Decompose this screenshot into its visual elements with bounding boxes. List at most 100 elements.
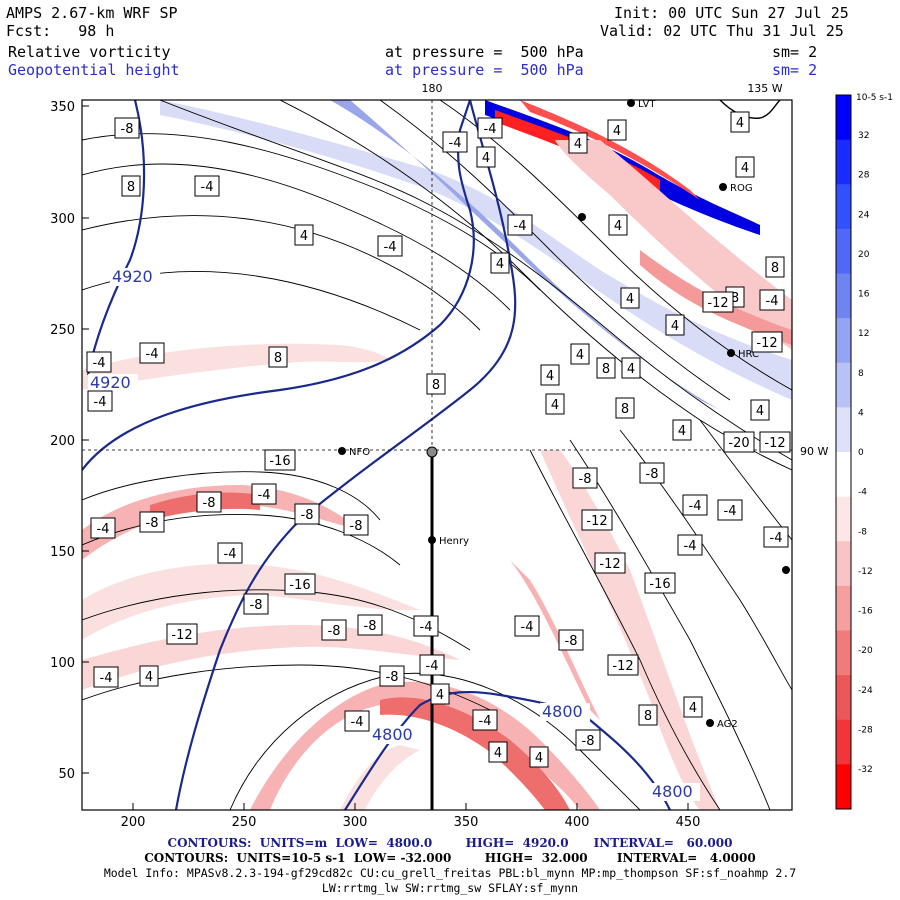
station-marker [428,536,436,544]
field1-pressure: at pressure = 500 hPa [385,43,584,61]
contour-line [379,100,731,401]
vorticity-label-box [264,449,296,471]
colorbar-segment [836,496,851,542]
vorticity-label: -16 [289,578,310,593]
height-contour-4920-a [86,100,146,376]
colorbar-segment [836,273,851,319]
negative-streak-coast-2 [520,100,700,200]
x-tick-label: 400 [565,815,590,830]
y-tick-label: 150 [50,545,75,560]
height-label-bg [650,783,700,801]
vorticity-label: -4 [449,136,462,151]
vorticity-label-box [139,342,165,364]
colorbar-tick-label: -12 [858,567,873,577]
contour-info-vorticity: CONTOURS: UNITS=10-5 s-1 LOW= -32.000 HI… [144,851,756,865]
vorticity-label-box [139,665,159,687]
height-label: 4920 [112,267,153,286]
vorticity-label-box [683,696,703,718]
colorbar-segment [836,675,851,721]
colorbar-tick-label: -24 [858,686,873,696]
vorticity-label-box [426,373,446,395]
vorticity-label: 8 [771,261,779,276]
station-label: ROG [730,183,753,194]
vorticity-label: -4 [94,395,107,410]
height-label-bg [110,268,160,286]
vorticity-label: -12 [171,628,192,643]
colorbar-tick-label: 12 [858,329,869,339]
contour-line [439,100,792,391]
vorticity-label-box [594,552,626,574]
vorticity-label: -8 [386,670,399,685]
negative-band-coast-mid [640,250,792,345]
vorticity-label-box [476,146,496,168]
contour-info-height: CONTOURS: UNITS=m LOW= 4800.0 HIGH= 4920… [167,836,733,850]
vorticity-label-box [419,654,445,676]
vorticity-label-box [294,224,314,246]
vorticity-label: 4 [689,701,697,716]
colorbar-tick-label: -20 [858,646,873,656]
x-tick-label: 250 [232,815,257,830]
station-label: AG2 [717,719,738,730]
colorbar-segment [836,318,851,364]
vorticity-label-box [540,364,560,386]
vorticity-label: 4 [614,219,622,234]
vorticity-label: -4 [479,714,492,729]
colorbar-unit-label: 10-5 s-1 [856,93,893,103]
colorbar-tick-label: -28 [858,725,873,735]
track-start-marker [426,446,438,458]
vorticity-label-box [545,393,565,415]
colorbar-segment [836,407,851,453]
vorticity-label-box [379,665,405,687]
vorticity-label: -12 [707,296,728,311]
vorticity-label: 4 [535,751,543,766]
negative-arc-bottom-inner [340,745,420,810]
model-info: Model Info: MPASv8.2.3-194-gf29cd82c CU:… [103,866,797,880]
vorticity-label: 4 [627,362,635,377]
colorbar-tick-label: 8 [858,369,864,379]
vorticity-label: 4 [741,161,749,176]
vorticity-label-box [196,491,222,513]
vorticity-label: 4 [300,229,308,244]
vorticity-label: 4 [613,124,621,139]
vorticity-label-box [558,629,584,651]
colorbar-segment [836,228,851,274]
vorticity-label-box [575,729,601,751]
vorticity-label: 4 [436,688,444,703]
colorbar-tick-label: -8 [858,527,867,537]
vorticity-label-box [251,483,277,505]
colorbar-tick-label: 28 [858,171,870,181]
vorticity-label-box [194,175,220,197]
vorticity-label: 4 [145,670,153,685]
y-tick-label: 50 [58,767,75,782]
vorticity-label-box [86,351,112,373]
vorticity-label: -8 [328,624,341,639]
height-label-bg [88,374,138,392]
station-label: HRC [738,349,759,360]
vorticity-label-box [488,741,508,763]
colorbar-tick-label: -4 [858,488,867,498]
vorticity-label: 8 [602,362,610,377]
vorticity-label: 4 [496,257,504,272]
contour-line [82,215,481,331]
vorticity-label-box [596,357,616,379]
vorticity-label: -16 [269,454,290,469]
colorbar-segment [836,362,851,408]
station-marker [782,566,790,574]
colorbar-tick-label: -32 [858,765,873,775]
vorticity-label: -8 [565,634,578,649]
vorticity-label: -8 [146,516,159,531]
vorticity-label: 4 [626,292,634,307]
vorticity-label-box [677,534,703,556]
vorticity-label: -4 [770,531,783,546]
station-label: NFO [349,447,370,458]
axis-ticks: 200 250 300 350 400 450 350 300 250 200 150 100 50 [50,100,700,830]
vorticity-label-box [717,499,743,521]
vorticity-label-box [581,509,613,531]
vorticity-label: 4 [574,137,582,152]
model-title: AMPS 2.67-km WRF SP [6,4,178,22]
vorticity-label-box [638,704,658,726]
vorticity-label: -8 [121,122,134,137]
vorticity-label: -4 [684,539,697,554]
negative-arc-middle [82,563,420,640]
vorticity-label-box [735,156,755,178]
